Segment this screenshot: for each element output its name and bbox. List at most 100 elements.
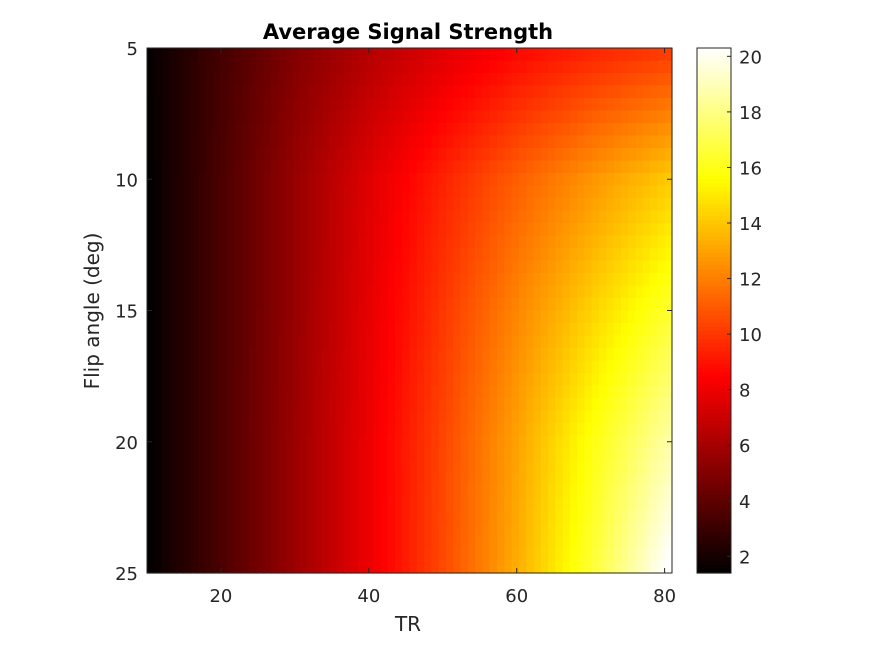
heatmap-cell xyxy=(416,185,425,199)
heatmap-cell xyxy=(219,273,228,287)
heatmap-cell xyxy=(460,135,469,149)
heatmap-cell xyxy=(642,460,651,474)
colorbar-tick-label: 12 xyxy=(739,270,762,291)
heatmap-cell xyxy=(562,198,571,212)
heatmap-cell xyxy=(263,98,272,112)
heatmap-cell xyxy=(613,98,622,112)
heatmap-cell xyxy=(212,60,221,74)
heatmap-cell xyxy=(504,298,513,312)
heatmap-cell xyxy=(424,135,432,149)
heatmap-cell xyxy=(533,473,542,487)
heatmap-cell xyxy=(147,460,155,474)
heatmap-cell xyxy=(263,298,272,312)
heatmap-cell xyxy=(343,360,352,374)
heatmap-cell xyxy=(504,498,513,512)
heatmap-cell xyxy=(511,485,520,499)
heatmap-cell xyxy=(219,398,228,412)
heatmap-cell xyxy=(518,210,527,224)
heatmap-cell xyxy=(518,248,527,262)
heatmap-cell xyxy=(373,223,381,237)
heatmap-cell xyxy=(555,85,564,99)
heatmap-cell xyxy=(263,273,272,287)
heatmap-cell xyxy=(577,135,586,149)
heatmap-cell xyxy=(336,460,345,474)
heatmap-cell xyxy=(518,398,527,412)
heatmap-cell xyxy=(533,48,542,62)
heatmap-cell xyxy=(394,235,403,249)
heatmap-cell xyxy=(475,423,484,437)
heatmap-cell xyxy=(329,60,338,74)
heatmap-cell xyxy=(577,348,586,362)
heatmap-cell xyxy=(161,248,170,262)
heatmap-cell xyxy=(533,410,542,424)
heatmap-cell xyxy=(416,48,425,62)
heatmap-cell xyxy=(300,360,309,374)
heatmap-cell xyxy=(504,85,513,99)
heatmap-cell xyxy=(322,348,330,362)
heatmap-cell xyxy=(409,85,418,99)
heatmap-cell xyxy=(424,48,432,62)
heatmap-cell xyxy=(343,123,352,137)
heatmap-cell xyxy=(168,273,177,287)
heatmap-cell xyxy=(198,48,206,62)
heatmap-cell xyxy=(205,73,214,87)
heatmap-cell xyxy=(373,410,381,424)
heatmap-cell xyxy=(599,48,607,62)
heatmap-cell xyxy=(533,523,542,537)
heatmap-cell xyxy=(511,148,520,162)
heatmap-cell xyxy=(322,298,330,312)
heatmap-cell xyxy=(241,235,250,249)
heatmap-cell xyxy=(460,223,469,237)
colorbar-swatch xyxy=(697,298,731,303)
heatmap-cell xyxy=(212,435,221,449)
heatmap-cell xyxy=(409,560,418,574)
heatmap-cell xyxy=(482,473,491,487)
heatmap-cell xyxy=(278,298,287,312)
heatmap-cell xyxy=(343,285,352,299)
heatmap-cell xyxy=(445,85,454,99)
heatmap-cell xyxy=(518,160,527,174)
heatmap-cell xyxy=(562,60,571,74)
heatmap-cell xyxy=(300,373,309,387)
colorbar-tick-label: 8 xyxy=(739,381,750,402)
heatmap-cell xyxy=(577,448,586,462)
heatmap-cell xyxy=(300,448,309,462)
heatmap-cell xyxy=(307,173,316,187)
heatmap-cell xyxy=(533,223,542,237)
heatmap-cell xyxy=(555,285,564,299)
heatmap-cell xyxy=(190,460,199,474)
heatmap-cell xyxy=(424,398,432,412)
heatmap-cell xyxy=(365,73,374,87)
heatmap-cell xyxy=(664,498,673,512)
heatmap-cell xyxy=(256,548,265,562)
heatmap-cell xyxy=(642,373,651,387)
heatmap-cell xyxy=(511,423,520,437)
colorbar-tick-label: 20 xyxy=(739,47,762,68)
heatmap-cell xyxy=(249,323,257,337)
heatmap-cell xyxy=(438,398,447,412)
heatmap-cell xyxy=(234,373,243,387)
heatmap-cell xyxy=(387,510,396,524)
heatmap-cell xyxy=(526,310,535,324)
heatmap-cell xyxy=(504,523,513,537)
heatmap-cell xyxy=(438,273,447,287)
heatmap-cell xyxy=(504,535,513,549)
heatmap-cell xyxy=(205,535,214,549)
heatmap-cell xyxy=(657,535,666,549)
heatmap-cell xyxy=(475,173,484,187)
heatmap-cell xyxy=(285,85,294,99)
heatmap-cell xyxy=(278,310,287,324)
heatmap-cell xyxy=(183,310,192,324)
heatmap-cell xyxy=(475,198,484,212)
heatmap-cell xyxy=(307,210,316,224)
heatmap-cell xyxy=(256,123,265,137)
heatmap-cell xyxy=(343,473,352,487)
heatmap-cell xyxy=(365,260,374,274)
heatmap-cell xyxy=(373,110,381,124)
heatmap-cell xyxy=(402,123,411,137)
heatmap-cell xyxy=(635,160,644,174)
heatmap-cell xyxy=(256,560,265,574)
heatmap-cell xyxy=(569,60,578,74)
heatmap-cell xyxy=(373,510,381,524)
heatmap-cell xyxy=(599,260,607,274)
